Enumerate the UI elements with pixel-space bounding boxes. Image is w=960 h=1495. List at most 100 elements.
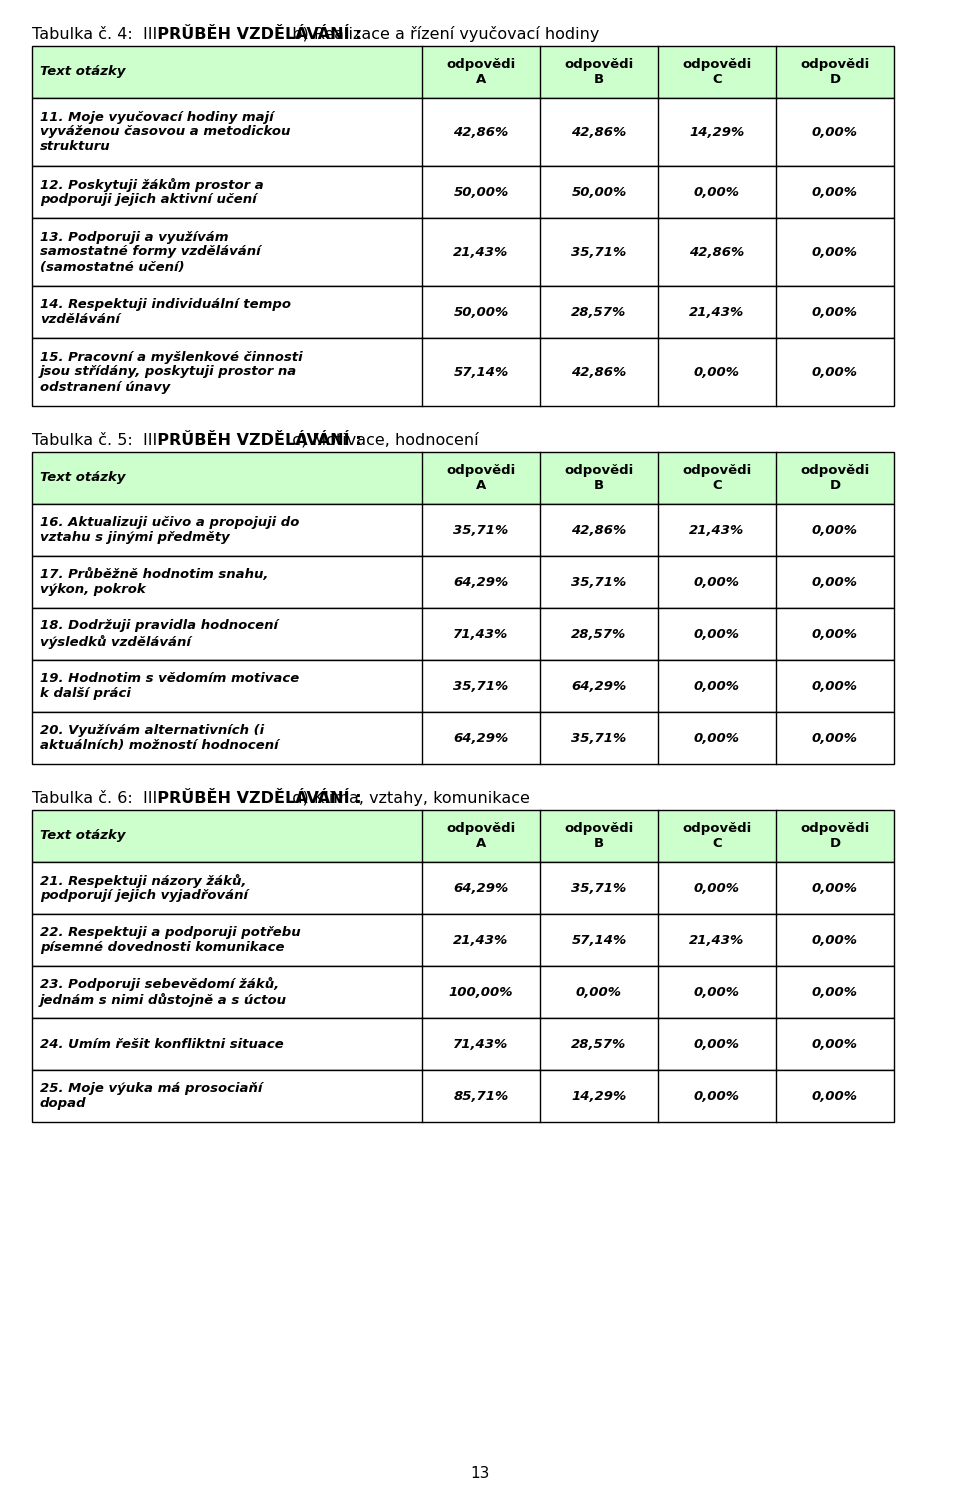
Text: 0,00%: 0,00%	[812, 1038, 858, 1051]
Text: 0,00%: 0,00%	[812, 365, 858, 378]
Text: 21,43%: 21,43%	[453, 933, 509, 946]
Text: 71,43%: 71,43%	[453, 1038, 509, 1051]
Text: 42,86%: 42,86%	[453, 126, 509, 139]
Text: 21,43%: 21,43%	[689, 305, 745, 318]
Text: 21,43%: 21,43%	[689, 933, 745, 946]
Text: odpovědi
D: odpovědi D	[801, 463, 870, 492]
Text: 50,00%: 50,00%	[571, 185, 627, 199]
Text: 0,00%: 0,00%	[812, 933, 858, 946]
Text: 64,29%: 64,29%	[453, 576, 509, 589]
Text: 18. Dodržuji pravidla hodnocení
výsledků vzdělávání: 18. Dodržuji pravidla hodnocení výsledků…	[40, 619, 278, 649]
Text: PRŬBĚH VZDĚLÁVÁNÍ :: PRŬBĚH VZDĚLÁVÁNÍ :	[146, 791, 362, 806]
Text: 20. Využívám alternativních (i
aktuálních) možností hodnocení: 20. Využívám alternativních (i aktuálníc…	[40, 724, 278, 752]
Text: odpovědi
A: odpovědi A	[446, 463, 516, 492]
Bar	[32, 608, 894, 659]
Bar	[32, 863, 894, 913]
Bar	[32, 451, 894, 504]
Bar	[32, 338, 894, 407]
Text: 12. Poskytuji žákům prostor a
podporuji jejich aktivní učení: 12. Poskytuji žákům prostor a podporuji …	[40, 178, 264, 206]
Text: 21. Respektuji názory žáků,
podporují jejich vyjadřování: 21. Respektuji názory žáků, podporují je…	[40, 873, 248, 903]
Text: 0,00%: 0,00%	[812, 185, 858, 199]
Bar	[32, 659, 894, 712]
Text: Tabulka č. 6:  III.  PRŬBĚH VZDĚLÁVÁNÍ :: Tabulka č. 6: III. PRŬBĚH VZDĚLÁVÁNÍ :	[32, 791, 396, 806]
Text: 25. Moje výuka má prosociaňí
dopad: 25. Moje výuka má prosociaňí dopad	[40, 1082, 262, 1109]
Text: 0,00%: 0,00%	[694, 576, 740, 589]
Text: 0,00%: 0,00%	[694, 882, 740, 894]
Text: 0,00%: 0,00%	[812, 1090, 858, 1102]
Text: 28,57%: 28,57%	[571, 305, 627, 318]
Text: 23. Podporuji sebevědomí žáků,
jednám s nimi důstojně a s úctou: 23. Podporuji sebevědomí žáků, jednám s …	[40, 976, 287, 1008]
Text: 14,29%: 14,29%	[571, 1090, 627, 1102]
Text: Text otázky: Text otázky	[40, 66, 126, 79]
Text: 0,00%: 0,00%	[694, 365, 740, 378]
Text: 0,00%: 0,00%	[694, 680, 740, 692]
Text: d) Klima, vztahy, komunikace: d) Klima, vztahy, komunikace	[282, 791, 530, 806]
Text: odpovědi
D: odpovědi D	[801, 58, 870, 87]
Text: 0,00%: 0,00%	[812, 882, 858, 894]
Text: 0,00%: 0,00%	[812, 985, 858, 999]
Text: 14,29%: 14,29%	[689, 126, 745, 139]
Text: 42,86%: 42,86%	[571, 126, 627, 139]
Text: 42,86%: 42,86%	[571, 523, 627, 537]
Text: 28,57%: 28,57%	[571, 1038, 627, 1051]
Text: 17. Průběžně hodnotim snahu,
výkon, pokrok: 17. Průběžně hodnotim snahu, výkon, pokr…	[40, 568, 269, 597]
Text: PRŬBĚH VZDĚLÁVÁNÍ :: PRŬBĚH VZDĚLÁVÁNÍ :	[146, 432, 362, 447]
Text: 64,29%: 64,29%	[453, 731, 509, 745]
Text: 35,71%: 35,71%	[453, 680, 509, 692]
Text: odpovědi
B: odpovědi B	[564, 822, 634, 851]
Text: c) Motivace, hodnocení: c) Motivace, hodnocení	[282, 432, 479, 448]
Text: 0,00%: 0,00%	[812, 731, 858, 745]
Text: Tabulka č. 4:  III.: Tabulka č. 4: III.	[32, 27, 162, 42]
Text: Tabulka č. 5:  III.  PRŬBĚH VZDĚLÁVÁNÍ :: Tabulka č. 5: III. PRŬBĚH VZDĚLÁVÁNÍ :	[32, 432, 396, 447]
Text: 64,29%: 64,29%	[571, 680, 627, 692]
Text: 11. Moje vyučovací hodiny mají
vyváženou časovou a metodickou
strukturu: 11. Moje vyučovací hodiny mají vyváženou…	[40, 111, 290, 154]
Bar	[32, 504, 894, 556]
Bar	[32, 966, 894, 1018]
Bar	[32, 99, 894, 166]
Bar	[32, 166, 894, 218]
Text: 0,00%: 0,00%	[812, 628, 858, 640]
Text: 35,71%: 35,71%	[571, 882, 627, 894]
Text: 0,00%: 0,00%	[694, 628, 740, 640]
Text: 13: 13	[470, 1465, 490, 1480]
Text: 0,00%: 0,00%	[812, 523, 858, 537]
Text: 0,00%: 0,00%	[694, 985, 740, 999]
Text: PRŬBĚH VZDĚLÁVÁNÍ :: PRŬBĚH VZDĚLÁVÁNÍ :	[146, 27, 362, 42]
Bar	[32, 46, 894, 99]
Bar	[32, 286, 894, 338]
Text: 15. Pracovní a myšlenkové činnosti
jsou střídány, poskytuji prostor na
odstranen: 15. Pracovní a myšlenkové činnosti jsou …	[40, 350, 302, 393]
Text: b) Realizace a řízení vyučovací hodiny: b) Realizace a řízení vyučovací hodiny	[282, 25, 600, 42]
Text: 0,00%: 0,00%	[812, 245, 858, 259]
Text: 50,00%: 50,00%	[453, 305, 509, 318]
Bar	[32, 810, 894, 863]
Text: 42,86%: 42,86%	[689, 245, 745, 259]
Text: 50,00%: 50,00%	[453, 185, 509, 199]
Text: 22. Respektuji a podporuji potřebu
písemné dovednosti komunikace: 22. Respektuji a podporuji potřebu písem…	[40, 925, 300, 954]
Text: 0,00%: 0,00%	[694, 731, 740, 745]
Text: 0,00%: 0,00%	[812, 576, 858, 589]
Text: odpovědi
B: odpovědi B	[564, 58, 634, 87]
Text: 35,71%: 35,71%	[571, 731, 627, 745]
Text: 16. Aktualizuji učivo a propojuji do
vztahu s jinými předměty: 16. Aktualizuji učivo a propojuji do vzt…	[40, 516, 300, 544]
Text: odpovědi
D: odpovědi D	[801, 822, 870, 851]
Text: 64,29%: 64,29%	[453, 882, 509, 894]
Text: 21,43%: 21,43%	[689, 523, 745, 537]
Text: 85,71%: 85,71%	[453, 1090, 509, 1102]
Text: 13. Podporuji a využívám
samostatné formy vzdělávání
(samostatné učení): 13. Podporuji a využívám samostatné form…	[40, 230, 260, 274]
Text: 35,71%: 35,71%	[571, 245, 627, 259]
Text: odpovědi
C: odpovědi C	[683, 822, 752, 851]
Text: 35,71%: 35,71%	[571, 576, 627, 589]
Bar	[32, 1018, 894, 1070]
Text: 0,00%: 0,00%	[694, 1038, 740, 1051]
Text: 0,00%: 0,00%	[812, 126, 858, 139]
Text: 0,00%: 0,00%	[812, 680, 858, 692]
Bar	[32, 712, 894, 764]
Bar	[32, 218, 894, 286]
Text: Text otázky: Text otázky	[40, 471, 126, 484]
Bar	[32, 1070, 894, 1123]
Text: 14. Respektuji individuální tempo
vzdělávání: 14. Respektuji individuální tempo vzdělá…	[40, 298, 291, 326]
Bar	[32, 556, 894, 608]
Text: 24. Umím řešit konfliktni situace: 24. Umím řešit konfliktni situace	[40, 1038, 284, 1051]
Text: 42,86%: 42,86%	[571, 365, 627, 378]
Text: Tabulka č. 5:  III.: Tabulka č. 5: III.	[32, 432, 162, 447]
